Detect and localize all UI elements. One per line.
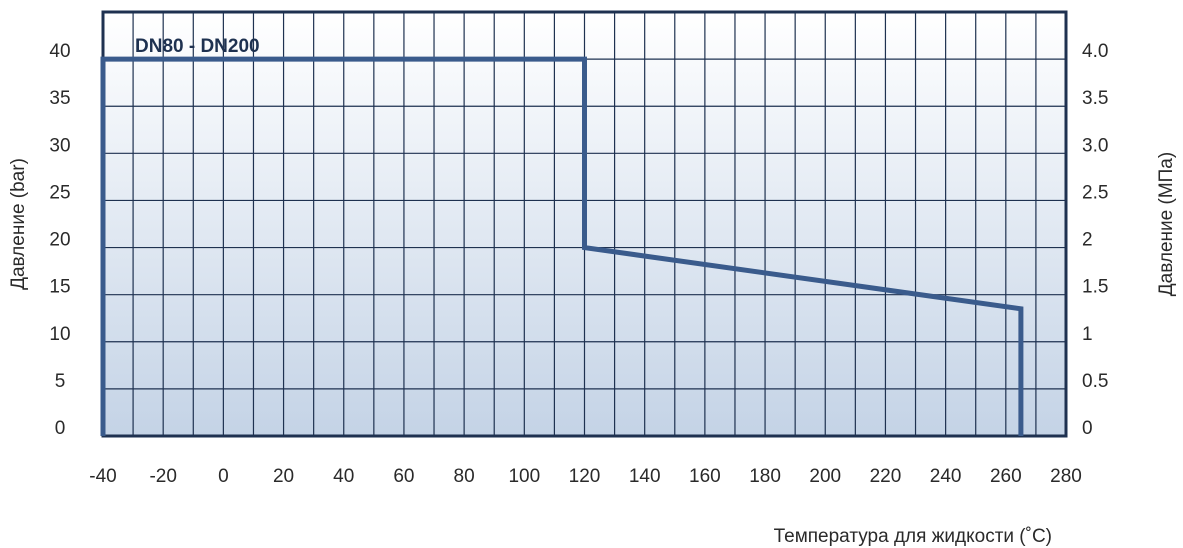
- x-tick-label: 100: [508, 466, 540, 487]
- grid-lines: [103, 12, 1066, 436]
- y-tick-label-right: 2: [1082, 230, 1093, 251]
- y-axis-title-left: Давление (bar): [8, 158, 29, 290]
- y-tick-label-left: 5: [55, 371, 66, 392]
- x-tick-label: 20: [273, 466, 294, 487]
- y-tick-label-right: 3.5: [1082, 88, 1108, 109]
- x-tick-label: 260: [990, 466, 1022, 487]
- x-tick-label: 0: [218, 466, 229, 487]
- y-tick-label-left: 35: [49, 88, 70, 109]
- x-tick-labels: -40 -20 0 20 40 60 80 100 120 140 160 180 200 220 240 2…: [89, 466, 1082, 487]
- x-tick-label: 200: [809, 466, 841, 487]
- y-tick-label-right: 0: [1082, 418, 1093, 439]
- series-label: DN80 - DN200: [135, 36, 260, 57]
- y-tick-labels-right: 0 0.5 1 1.5 2 2.5 3.0 3.5 4.0: [1082, 41, 1108, 439]
- y-tick-label-left: 25: [49, 182, 70, 203]
- y-tick-label-right: 3.0: [1082, 135, 1108, 156]
- y-tick-label-left: 30: [49, 135, 70, 156]
- y-tick-label-right: 2.5: [1082, 182, 1108, 203]
- x-tick-label: 280: [1050, 466, 1082, 487]
- y-tick-label-right: 0.5: [1082, 371, 1108, 392]
- y-tick-label-left: 20: [49, 230, 70, 251]
- y-tick-label-right: 1.5: [1082, 277, 1108, 298]
- y-tick-label-left: 15: [49, 277, 70, 298]
- y-tick-label-left: 10: [49, 324, 70, 345]
- x-tick-label: -20: [149, 466, 176, 487]
- x-tick-label: 60: [393, 466, 414, 487]
- y-tick-label-left: 0: [55, 418, 66, 439]
- x-tick-label: -40: [89, 466, 116, 487]
- series-line: [100, 56, 1024, 436]
- x-tick-label: 40: [333, 466, 354, 487]
- x-tick-label: 180: [749, 466, 781, 487]
- x-tick-label: 220: [870, 466, 902, 487]
- x-axis-title: Температура для жидкости (˚C): [774, 526, 1052, 547]
- y-tick-labels-left: 0 5 10 15 20 25 30 35 40: [49, 41, 70, 439]
- y-tick-label-right: 1: [1082, 324, 1093, 345]
- x-tick-label: 80: [454, 466, 475, 487]
- x-tick-label: 160: [689, 466, 721, 487]
- y-tick-label-left: 40: [49, 41, 70, 62]
- y-tick-label-right: 4.0: [1082, 41, 1108, 62]
- x-tick-label: 120: [569, 466, 601, 487]
- series-layer: [100, 56, 1024, 436]
- y-axis-title-right: Давление (МПа): [1156, 152, 1177, 296]
- x-tick-label: 140: [629, 466, 661, 487]
- x-tick-label: 240: [930, 466, 962, 487]
